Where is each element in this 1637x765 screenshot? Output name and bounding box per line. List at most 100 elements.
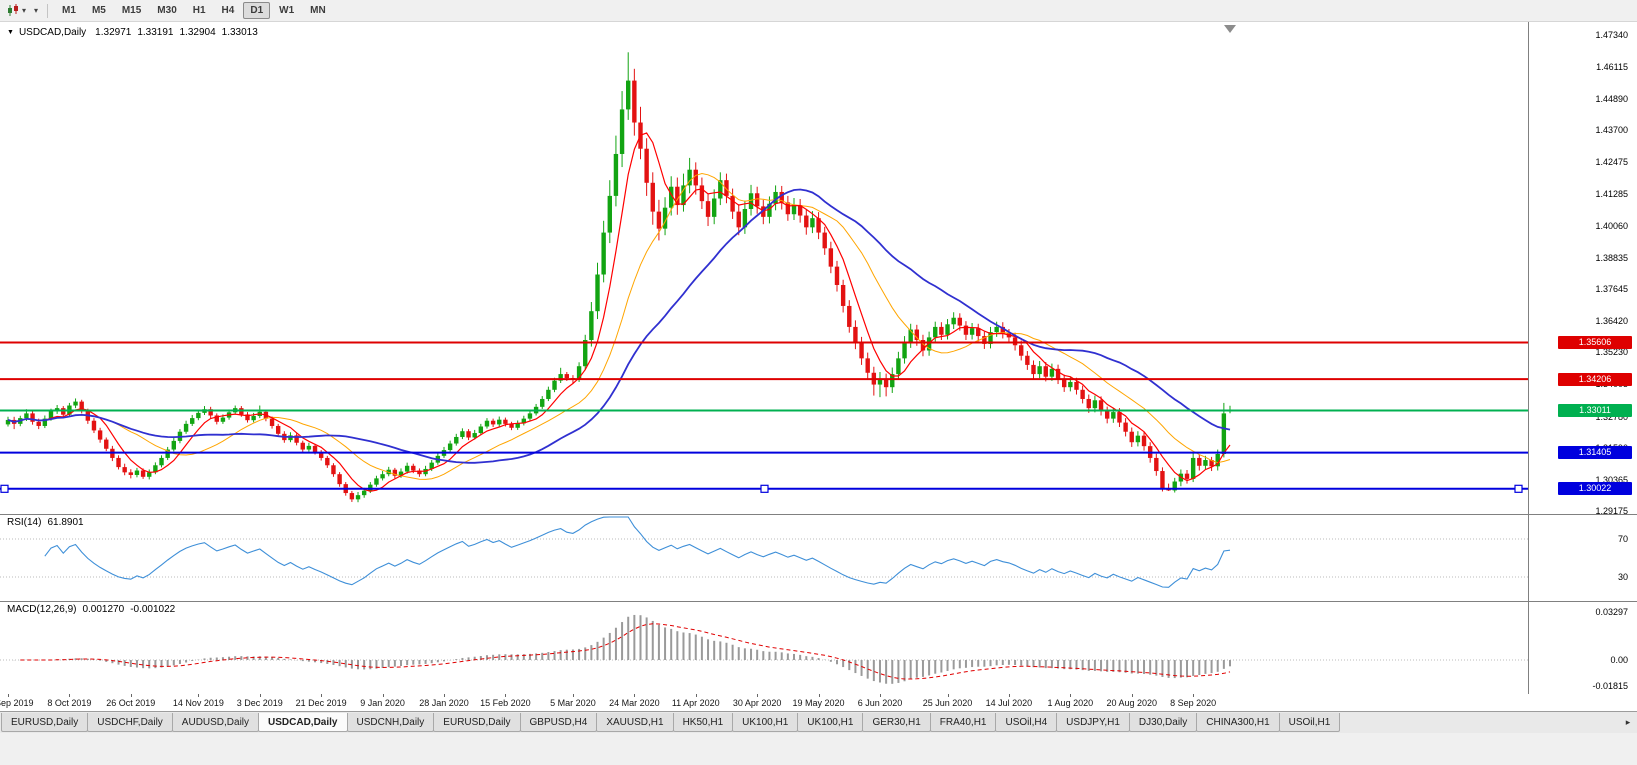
timeframe-button-d1[interactable]: D1 [243,2,271,19]
time-axis-tick [1008,694,1010,697]
chart-tab-eurusd-daily[interactable]: EURUSD,Daily [1,713,89,732]
time-axis-label: 19 May 2020 [792,698,845,708]
price-scale-label: 1.42475 [1595,157,1628,168]
price-scale-label: 1.44890 [1595,94,1628,105]
price-scale-label: 1.29175 [1595,506,1628,516]
price-scale-label: 1.43700 [1595,125,1628,136]
chart-tab-dj30-daily[interactable]: DJ30,Daily [1128,713,1198,732]
rsi-level-label: 70 [1617,534,1628,544]
macd-indicator-canvas[interactable] [0,601,1528,694]
chart-tabs: EURUSD,Daily USDCHF,Daily AUDUSD,Daily USDC… [1,713,1341,732]
time-axis-tick [505,694,507,697]
chevron-down-icon: ▾ [22,6,27,15]
price-scale-label: 1.40060 [1595,220,1628,231]
macd-scale-label: 0.00 [1610,655,1628,665]
chart-shift-marker [1224,25,1236,33]
timeframe-button-mn[interactable]: MN [310,5,326,16]
timeframe-button-m30[interactable]: M30 [157,5,177,16]
chart-tab-uk100-h1[interactable]: UK100,H1 [797,713,864,732]
chart-tab-fra40-h1[interactable]: FRA40,H1 [929,713,997,732]
candlestick-chart-icon [8,4,18,16]
chart-tab-hk50-h1[interactable]: HK50,H1 [672,713,734,732]
time-axis-tick [1193,694,1195,697]
time-axis-label: 26 Oct 2019 [106,698,156,708]
macd-scale-label: 0.03297 [1595,606,1628,617]
rsi-pane-divider[interactable] [0,514,1637,515]
time-axis-label: 15 Feb 2020 [480,698,531,708]
timeframe-button-m1[interactable]: M1 [62,5,76,16]
rsi-header: RSI(14) 61.8901 [7,517,90,528]
chart-tab-bar: EURUSD,Daily USDCHF,Daily AUDUSD,Daily USDC… [0,711,1637,733]
rsi-level-label: 30 [1617,572,1628,582]
timeframes-dropdown-button[interactable]: ▾ [29,2,41,20]
macd-histogram [13,614,1231,684]
price-scale-label: 1.47340 [1595,30,1628,40]
chart-tab-usoil-h1[interactable]: USOil,H1 [1278,713,1341,732]
ohlc-open: 1.32971 [95,27,132,38]
ohlc-low: 1.32904 [179,27,216,38]
rsi-indicator-canvas[interactable] [0,514,1528,601]
chart-tab-usdjpy-h1[interactable]: USDJPY,H1 [1056,713,1130,732]
chart-symbol-label: USDCAD,Daily [18,27,87,38]
price-scale-label: 1.41285 [1595,188,1628,199]
time-axis-tick [8,694,9,697]
main-chart-canvas[interactable] [0,22,1528,514]
chart-ohlc-header: ▼ USDCAD,Daily 1.32971 1.33191 1.32904 1.3301… [7,27,264,38]
time-axis[interactable]: 19 Sep 2019 8 Oct 2019 26 Oct 2019 14 Nov 2… [0,694,1637,711]
timeframe-button-h1[interactable]: H1 [192,5,206,16]
chart-tab-ger30-h1[interactable]: GER30,H1 [862,713,931,732]
time-axis-tick [947,694,949,697]
status-strip [0,733,1637,765]
chevron-down-icon: ▾ [34,6,39,15]
time-axis-tick [382,694,384,697]
hline-price-label: 1.33011 [1558,403,1632,417]
rsi-line [44,516,1231,588]
moving-averages-layer [7,132,1231,492]
time-axis-label: 20 Aug 2020 [1106,698,1158,708]
chart-tab-uk100-h1[interactable]: UK100,H1 [732,713,799,732]
chart-tab-gbpusd-h4[interactable]: GBPUSD,H4 [519,713,598,732]
price-scale-label: 1.38835 [1595,252,1628,263]
chart-tab-china300-h1[interactable]: CHINA300,H1 [1196,713,1280,732]
time-axis-label: 14 Jul 2020 [985,698,1033,708]
tab-scroll-right-button[interactable]: ▸ [1625,717,1631,727]
time-axis-label: 8 Sep 2020 [1170,698,1217,708]
timeframe-button-group: M1 M5 M15 M30 H1 H4 D1 W1 MN [54,2,334,19]
chart-tab-xauusd-h1[interactable]: XAUUSD,H1 [596,713,674,732]
time-axis-tick [130,694,132,697]
candles-layer [5,52,1233,503]
timeframe-button-h4[interactable]: H4 [221,5,235,16]
time-axis-tick [69,694,71,697]
chart-tab-eurusd-daily[interactable]: EURUSD,Daily [433,713,521,732]
symbol-marker-icon[interactable]: ▼ [7,29,14,36]
time-axis-label: 21 Dec 2019 [295,698,347,708]
macd-name-label: MACD(12,26,9) [7,604,77,615]
macd-scale-label: -0.01815 [1592,681,1628,692]
chart-type-button[interactable]: ▾ [4,2,29,20]
time-axis-label: 28 Jan 2020 [419,698,469,708]
chart-tab-usdchf-daily[interactable]: USDCHF,Daily [87,713,173,732]
time-axis-label: 25 Jun 2020 [922,698,973,708]
timeframe-button-w1[interactable]: W1 [279,5,295,16]
time-axis-tick [1070,694,1072,697]
time-axis-tick [259,694,261,697]
price-scale-divider [1528,22,1529,694]
chart-tab-usdcad-daily[interactable]: USDCAD,Daily [258,713,348,732]
chart-tab-usoil-h4[interactable]: USOil,H4 [995,713,1058,732]
time-axis-label: 1 Aug 2020 [1047,698,1094,708]
ohlc-close: 1.33013 [221,27,258,38]
chart-tab-audusd-daily[interactable]: AUDUSD,Daily [171,713,260,732]
time-axis-label: 30 Apr 2020 [732,698,782,708]
timeframe-button-m5[interactable]: M5 [91,5,106,16]
macd-pane-divider[interactable] [0,601,1637,602]
time-axis-label: 3 Dec 2019 [236,698,283,708]
time-axis-label: 19 Sep 2019 [0,698,34,708]
time-axis-label: 5 Mar 2020 [550,698,596,708]
price-scale-label: 1.46115 [1596,62,1628,73]
chart-tab-usdcnh-daily[interactable]: USDCNH,Daily [346,713,435,732]
time-axis-label: 24 Mar 2020 [609,698,660,708]
price-scale-label: 1.37645 [1595,284,1628,295]
timeframe-button-m15[interactable]: M15 [121,5,142,16]
price-scale-label: 1.35230 [1595,347,1628,358]
time-axis-tick [818,694,820,697]
